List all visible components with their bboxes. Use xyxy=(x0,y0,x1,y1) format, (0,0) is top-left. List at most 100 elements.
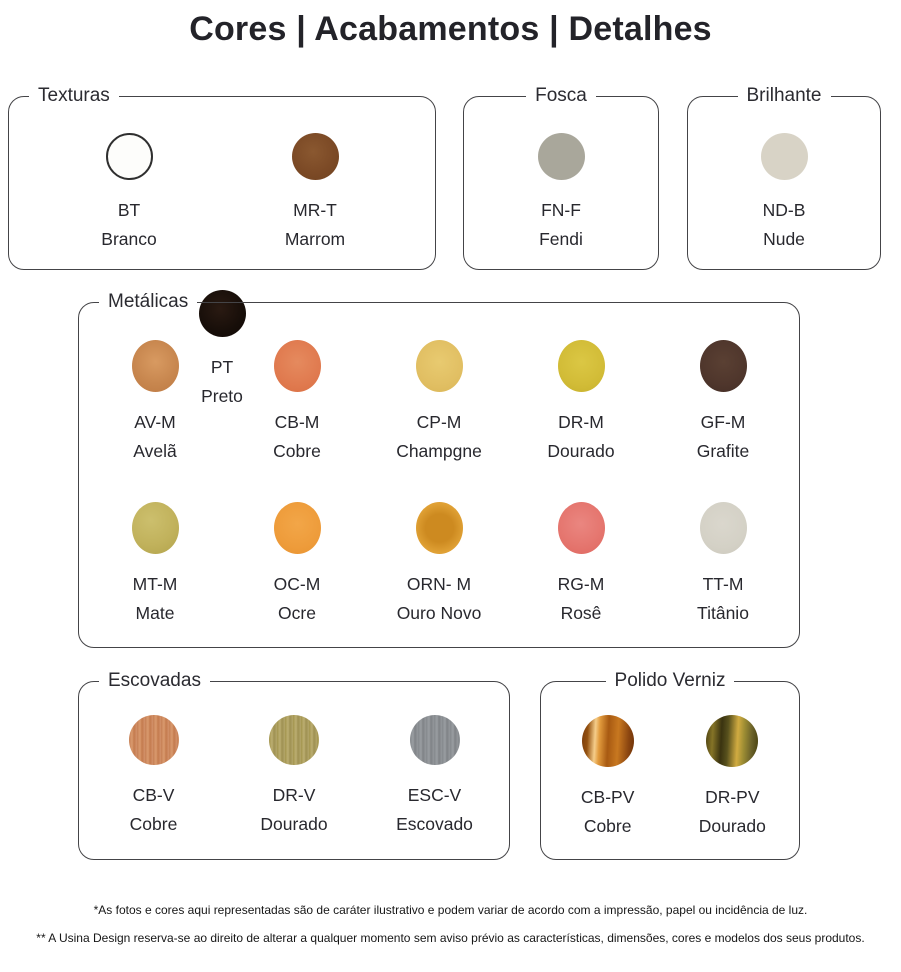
swatch-name: Dourado xyxy=(547,441,615,461)
swatch-code: GF-M xyxy=(700,412,746,432)
swatch-name: Fendi xyxy=(539,229,583,249)
swatch-circle xyxy=(273,502,321,554)
swatch-circle xyxy=(131,340,179,392)
color-swatch: FN-F Fendi xyxy=(491,133,631,254)
swatch-circle xyxy=(760,133,808,180)
swatch-code: TT-M xyxy=(702,574,744,594)
color-swatch: MR-T Marrom xyxy=(245,133,385,254)
swatch-list: BT Branco MR-T Marrom PT Preto xyxy=(13,106,431,411)
color-swatch: DR-V Dourado xyxy=(224,715,364,839)
swatch-name: Marrom xyxy=(284,229,346,249)
swatch-name: Ouro Novo xyxy=(396,603,482,623)
swatch-name: Dourado xyxy=(260,814,328,834)
color-swatch: ND-B Nude xyxy=(714,133,854,254)
color-swatch: CB-M Cobre xyxy=(227,340,367,466)
footnote-line-1: *As fotos e cores aqui representadas são… xyxy=(93,903,808,917)
group-label: Escovadas xyxy=(108,670,201,691)
swatch-code: ND-B xyxy=(762,200,806,220)
swatch-name: Branco xyxy=(101,229,157,249)
group-texturas: Texturas BT Branco MR-T Marrom PT Preto xyxy=(8,85,436,406)
swatch-circle xyxy=(699,340,747,392)
color-swatch: CB-PV Cobre xyxy=(546,715,670,841)
swatch-name: Avelã xyxy=(133,441,177,461)
swatch-name: Dourado xyxy=(698,816,766,836)
color-swatch: DR-M Dourado xyxy=(511,340,651,466)
swatch-circle xyxy=(128,715,179,765)
swatch-list: CB-V Cobre DR-V Dourado ESC-V Escovado xyxy=(83,691,505,839)
footnote-line-2: ** A Usina Design reserva-se ao direito … xyxy=(36,931,865,945)
swatch-name: Titânio xyxy=(697,603,749,623)
swatch-name: Nude xyxy=(763,229,805,249)
swatch-name: Preto xyxy=(201,386,243,406)
swatch-circle xyxy=(706,715,759,767)
group-label: Fosca xyxy=(535,85,587,106)
swatch-circle xyxy=(581,715,634,767)
swatch-name: Escovado xyxy=(396,814,473,834)
swatch-list: AV-M Avelã CB-M Cobre CP-M Champgne DR-M… xyxy=(83,312,795,628)
swatch-code: MR-T xyxy=(293,200,337,220)
swatch-circle xyxy=(699,502,747,554)
swatch-code: FN-F xyxy=(541,200,581,220)
swatch-circle xyxy=(415,502,463,554)
swatch-circle xyxy=(557,502,605,554)
swatch-code: DR-PV xyxy=(705,787,760,807)
swatch-code: ORN- M xyxy=(406,574,472,594)
group-label: Texturas xyxy=(38,85,110,106)
swatch-code: MT-M xyxy=(132,574,178,594)
swatch-code: ESC-V xyxy=(407,785,462,805)
swatch-code: DR-M xyxy=(558,412,604,432)
group-escovadas: Escovadas CB-V Cobre DR-V Dourado ESC-V … xyxy=(78,671,510,860)
swatch-code: CP-M xyxy=(416,412,462,432)
swatch-code: CB-V xyxy=(132,785,175,805)
swatch-name: Cobre xyxy=(129,814,178,834)
swatch-circle xyxy=(557,340,605,392)
swatch-name: Cobre xyxy=(273,441,321,461)
swatch-name: Ocre xyxy=(278,603,316,623)
swatch-name: Mate xyxy=(135,603,175,623)
swatch-name: Grafite xyxy=(696,441,750,461)
swatch-circle xyxy=(291,133,339,180)
swatch-circle xyxy=(269,715,319,765)
color-swatch: GF-M Grafite xyxy=(653,340,793,466)
swatch-name: Champgne xyxy=(396,441,482,461)
swatch-code: DR-V xyxy=(272,785,316,805)
swatch-list: CB-PV Cobre DR-PV Dourado xyxy=(545,691,795,841)
color-swatch: BT Branco xyxy=(59,133,199,254)
page-title: Cores | Acabamentos | Detalhes xyxy=(189,10,712,48)
swatch-code: CB-PV xyxy=(580,787,635,807)
swatch-code: RG-M xyxy=(557,574,605,594)
group-fosca: Fosca FN-F Fendi xyxy=(463,86,659,270)
group-metalicas: Metálicas AV-M Avelã CB-M Cobre CP-M Cha… xyxy=(78,292,800,648)
color-swatch: ESC-V Escovado xyxy=(365,715,505,839)
swatch-code: AV-M xyxy=(134,412,176,432)
swatch-circle xyxy=(409,715,460,765)
group-brilhante: Brilhante ND-B Nude xyxy=(687,86,881,270)
group-label: Brilhante xyxy=(746,85,822,106)
swatch-circle xyxy=(273,340,321,392)
footnotes: *As fotos e cores aqui representadas são… xyxy=(0,896,901,952)
color-swatch: TT-M Titânio xyxy=(653,502,793,628)
swatch-list: ND-B Nude xyxy=(692,106,876,254)
color-swatch: ORN- M Ouro Novo xyxy=(369,502,509,628)
swatch-list: FN-F Fendi xyxy=(468,106,654,254)
color-swatch: MT-M Mate xyxy=(85,502,225,628)
color-swatch: OC-M Ocre xyxy=(227,502,367,628)
swatch-circle xyxy=(415,340,463,392)
swatch-circle xyxy=(537,133,585,180)
group-polido-verniz: Polido Verniz CB-PV Cobre DR-PV Dourado xyxy=(540,671,800,860)
swatch-name: Rosê xyxy=(560,603,602,623)
swatch-circle xyxy=(198,290,246,337)
group-label: Metálicas xyxy=(108,291,189,312)
group-label: Polido Verniz xyxy=(614,670,726,691)
color-swatch: AV-M Avelã xyxy=(85,340,225,466)
swatch-name: Cobre xyxy=(583,816,632,836)
swatch-code: CB-M xyxy=(274,412,320,432)
swatch-code: BT xyxy=(117,200,141,220)
color-swatch: CP-M Champgne xyxy=(369,340,509,466)
color-swatch: PT Preto xyxy=(152,290,292,411)
swatch-code: OC-M xyxy=(273,574,321,594)
color-swatch: RG-M Rosê xyxy=(511,502,651,628)
swatch-circle xyxy=(131,502,179,554)
swatch-circle xyxy=(105,133,153,180)
